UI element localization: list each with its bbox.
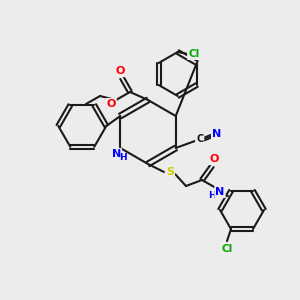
Text: S: S (166, 167, 174, 177)
Text: N: N (112, 149, 121, 159)
Text: O: O (209, 154, 219, 164)
Text: H: H (208, 191, 216, 200)
Text: O: O (115, 66, 125, 76)
Text: O: O (106, 99, 116, 109)
Text: Cl: Cl (221, 244, 233, 254)
Text: Cl: Cl (188, 49, 199, 59)
Text: N: N (212, 129, 221, 139)
Text: H: H (119, 152, 127, 161)
Text: N: N (215, 187, 225, 197)
Text: C: C (196, 134, 203, 144)
